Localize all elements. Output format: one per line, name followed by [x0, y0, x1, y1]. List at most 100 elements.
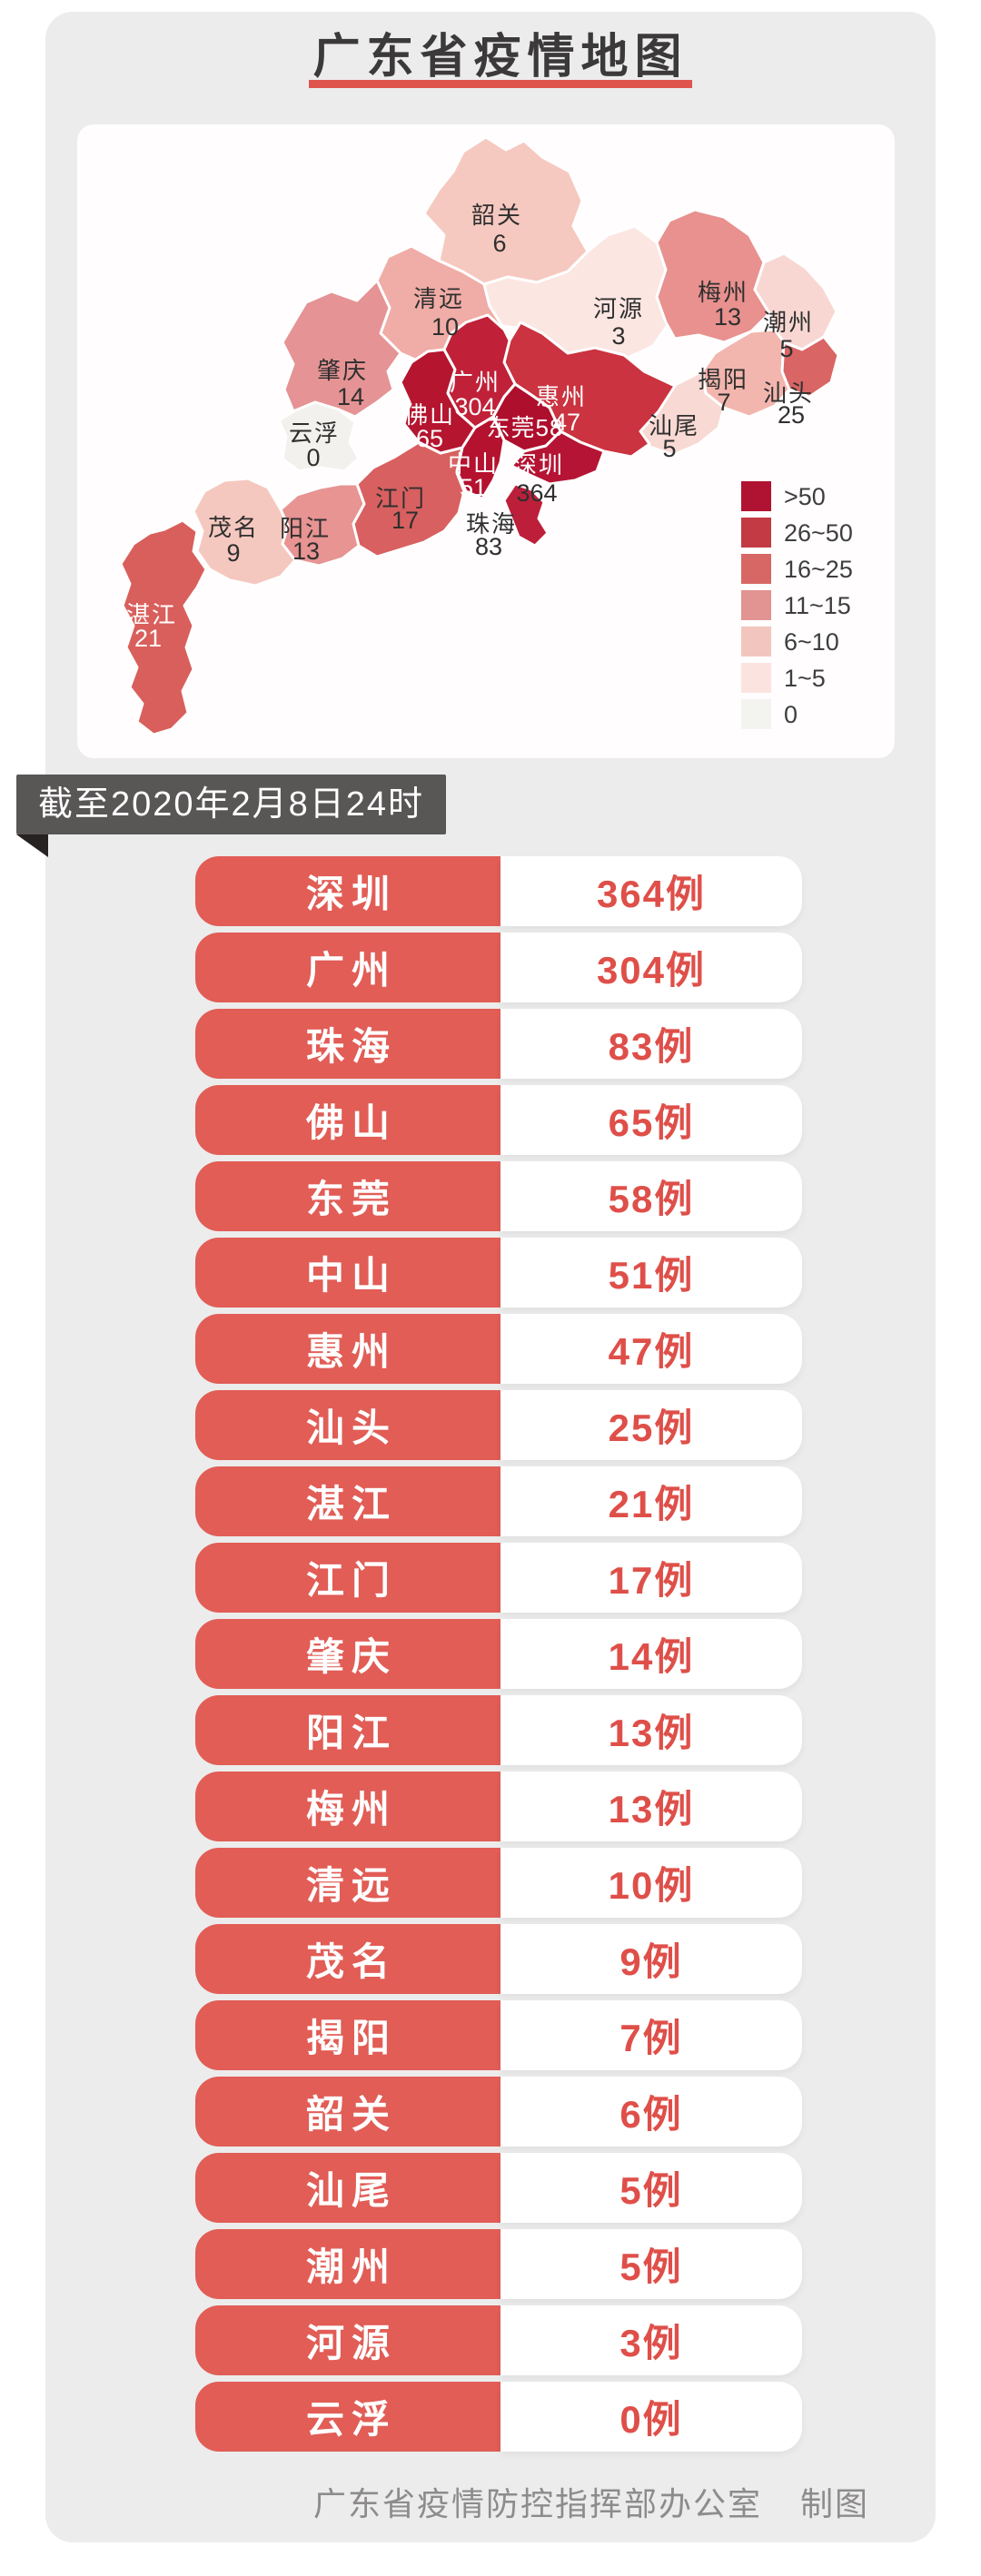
city-pill: 汕尾 [195, 2153, 500, 2223]
case-count-pill: 21例 [500, 1466, 802, 1536]
map-region-zhaoqing [281, 279, 402, 419]
case-count-pill: 6例 [500, 2077, 802, 2147]
case-count-pill: 13例 [500, 1772, 802, 1841]
map-label-shanwei: 汕尾 [649, 412, 699, 439]
map-label-zhaoqing: 肇庆 [317, 357, 368, 384]
map-region-dongguan [491, 382, 562, 453]
map-label-zhongshan: 中山 [448, 450, 499, 478]
case-count-pill: 25例 [500, 1390, 802, 1460]
page-title: 广东省疫情地图 [312, 31, 689, 84]
map-label-jieyang: 揭阳 [698, 366, 748, 393]
map-region-zhuhai [502, 482, 550, 548]
map-region-yunfu [277, 400, 361, 473]
map-label-yangjiang: 阳江 [280, 515, 331, 542]
map-label-chaozhou: 潮州 [763, 309, 814, 336]
map-card: 韶关 6 清远 10 河源 3 梅州 13 潮州 5 揭阳 7 汕头 25 汕尾 5 肇庆 14 云浮 0 茂名 9 阳江 1… [77, 124, 895, 758]
legend-item: 6~10 [741, 627, 839, 656]
table-row: 东莞 58例 [195, 1161, 802, 1231]
map-value-zhongshan: 51 [460, 474, 487, 501]
legend-swatch [741, 518, 771, 548]
date-ribbon: 截至2020年2月8日24时 [16, 775, 446, 834]
legend-item: >50 [741, 481, 826, 511]
legend-swatch [741, 554, 771, 584]
legend-swatch [741, 590, 771, 620]
map-region-zhanjiang [119, 518, 208, 736]
map-label-foshan: 佛山 [404, 401, 455, 429]
city-pill: 阳江 [195, 1695, 500, 1765]
case-count-pill: 364例 [500, 856, 802, 926]
map-region-shenzhen [510, 429, 606, 486]
case-count-pill: 7例 [500, 2000, 802, 2070]
map-value-chaozhou: 5 [779, 335, 793, 362]
map-value-jieyang: 7 [717, 389, 730, 416]
city-pill: 河源 [195, 2305, 500, 2375]
map-label-shaoguan: 韶关 [471, 202, 522, 229]
legend-label: 1~5 [784, 665, 826, 692]
map-value-yangjiang: 13 [292, 538, 320, 565]
table-row: 珠海 83例 [195, 1009, 802, 1079]
legend-label: 6~10 [784, 628, 839, 656]
map-label-shenzhen: 深圳 [513, 451, 564, 479]
legend-item: 11~15 [741, 590, 851, 620]
table-row: 江门 17例 [195, 1543, 802, 1613]
map-value-shantou: 25 [778, 401, 805, 429]
city-pill: 惠州 [195, 1314, 500, 1384]
map-value-shaoguan: 6 [492, 230, 506, 257]
city-pill: 潮州 [195, 2229, 500, 2299]
legend-label: 11~15 [784, 592, 851, 619]
case-count-pill: 13例 [500, 1695, 802, 1765]
map-label-qingyuan: 清远 [413, 285, 464, 312]
table-row: 深圳 364例 [195, 856, 802, 926]
map-label-dongguan: 东莞58 [487, 414, 564, 441]
case-count-pill: 9例 [500, 1924, 802, 1994]
legend-label: 16~25 [784, 556, 853, 583]
case-count-pill: 14例 [500, 1619, 802, 1689]
city-pill: 江门 [195, 1543, 500, 1613]
city-pill: 清远 [195, 1848, 500, 1918]
map-value-qingyuan: 10 [431, 313, 459, 341]
map-label-huizhou: 惠州 [536, 383, 587, 410]
map-label-yunfu: 云浮 [289, 419, 340, 447]
table-row: 云浮 0例 [195, 2382, 802, 2452]
map-label-shantou: 汕头 [763, 380, 814, 407]
legend-swatch [741, 699, 771, 729]
table-row: 潮州 5例 [195, 2229, 802, 2299]
city-pill: 东莞 [195, 1161, 500, 1231]
city-pill: 揭阳 [195, 2000, 500, 2070]
map-value-shenzhen: 364 [516, 479, 557, 507]
title-underline [309, 80, 692, 88]
map-value-yunfu: 0 [306, 444, 320, 471]
date-ribbon-label: 截至2020年2月8日24时 [37, 785, 425, 824]
case-count-pill: 3例 [500, 2305, 802, 2375]
map-region-zhongshan [455, 415, 506, 500]
legend-label: 0 [784, 701, 798, 728]
footer-credit-label: 制图 [799, 2485, 869, 2522]
map-value-zhuhai: 83 [475, 533, 502, 560]
table-row: 汕头 25例 [195, 1390, 802, 1460]
table-row: 佛山 65例 [195, 1085, 802, 1155]
case-count-pill: 51例 [500, 1238, 802, 1308]
case-count-pill: 58例 [500, 1161, 802, 1231]
case-table: 深圳 364例 广州 304例 珠海 83例 佛山 65例 东莞 58例 中山 51例 惠州 47例 汕头 2… [195, 856, 802, 2458]
legend-swatch [741, 663, 771, 693]
table-row: 茂名 9例 [195, 1924, 802, 1994]
table-row: 广州 304例 [195, 933, 802, 1002]
map-value-foshan: 65 [416, 425, 443, 452]
legend-label: >50 [784, 483, 826, 510]
map-value-guangzhou: 304 [454, 393, 495, 420]
footer-org: 广东省疫情防控指挥部办公室 [312, 2485, 762, 2522]
map-label-meizhou: 梅州 [698, 279, 748, 306]
city-pill: 云浮 [195, 2382, 500, 2452]
table-row: 阳江 13例 [195, 1695, 802, 1765]
city-pill: 肇庆 [195, 1619, 500, 1689]
city-pill: 梅州 [195, 1772, 500, 1841]
map-region-shantou [780, 335, 840, 399]
city-pill: 湛江 [195, 1466, 500, 1536]
case-count-pill: 0例 [500, 2382, 802, 2452]
case-count-pill: 304例 [500, 933, 802, 1002]
city-pill: 广州 [195, 933, 500, 1002]
city-pill: 茂名 [195, 1924, 500, 1994]
table-row: 揭阳 7例 [195, 2000, 802, 2070]
